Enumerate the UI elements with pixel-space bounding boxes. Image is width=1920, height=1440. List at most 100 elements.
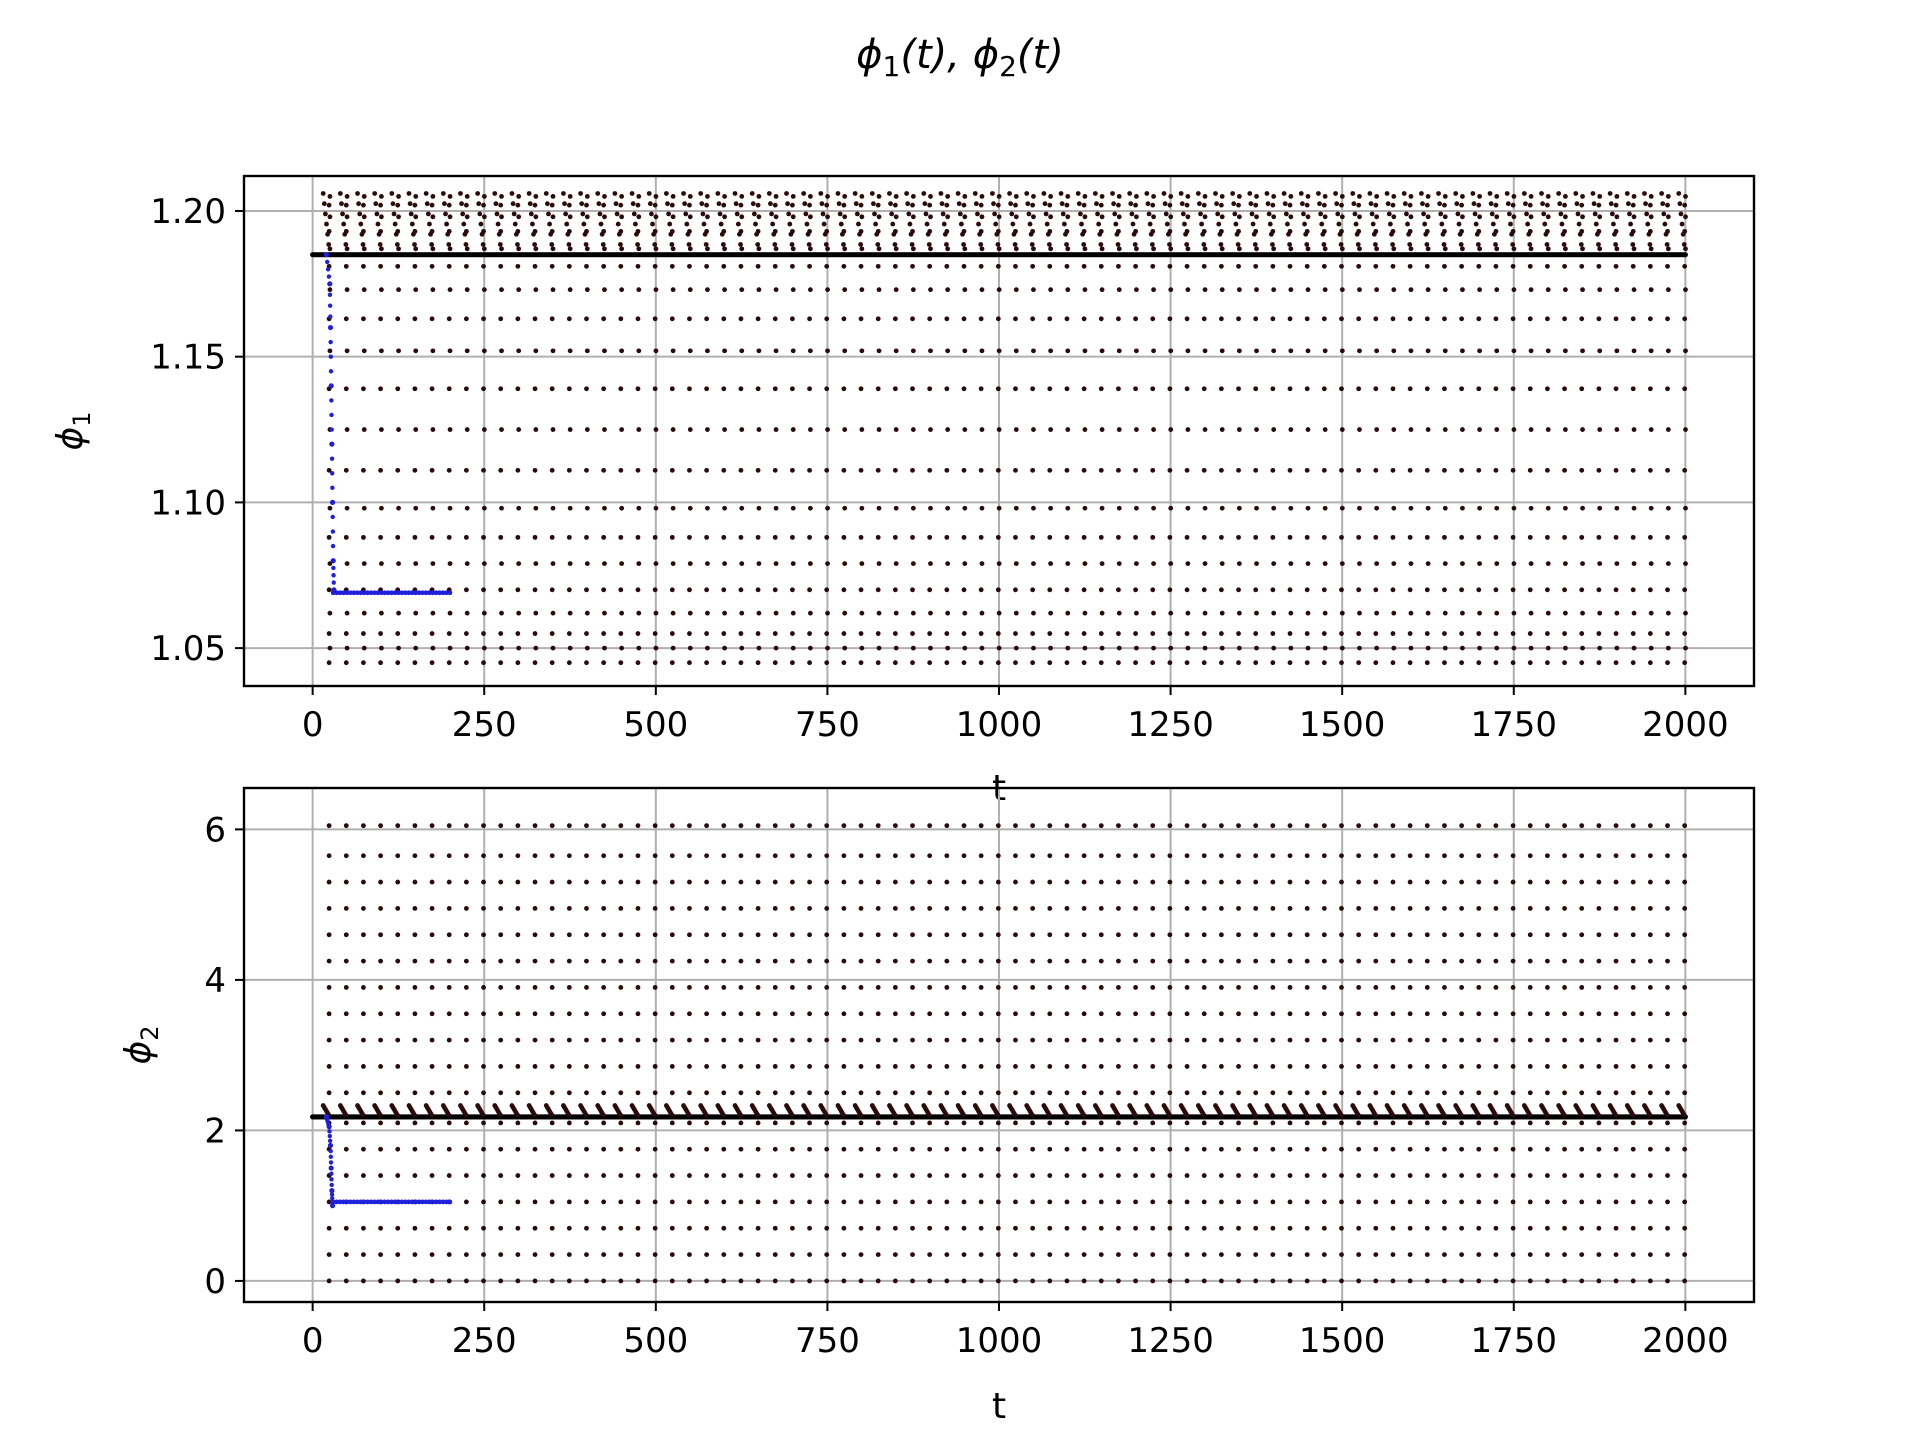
- data-point: [807, 194, 813, 199]
- data-point: [584, 386, 589, 392]
- data-point: [1683, 427, 1688, 432]
- data-point: [1098, 263, 1104, 269]
- data-point: [962, 194, 968, 199]
- data-point: [1150, 1090, 1156, 1096]
- data-point: [755, 1173, 761, 1178]
- data-point: [464, 427, 470, 432]
- data-point: [1081, 1173, 1087, 1178]
- suptitle-phi1: ϕ: [856, 32, 882, 78]
- data-point: [687, 202, 692, 208]
- data-point: [361, 246, 367, 252]
- data-point: [378, 823, 383, 829]
- data-point: [1322, 246, 1328, 252]
- data-point: [378, 202, 383, 208]
- data-point: [875, 985, 881, 990]
- data-point: [516, 287, 522, 293]
- data-point: [1030, 1225, 1036, 1231]
- data-point: [1114, 231, 1120, 237]
- data-point: [961, 823, 967, 829]
- data-point: [566, 202, 572, 208]
- data-point: [1042, 201, 1048, 207]
- data-point: [406, 1103, 412, 1108]
- data-point: [1113, 221, 1119, 227]
- data-point: [1081, 853, 1087, 859]
- data-point: [1425, 348, 1431, 354]
- data-point: [807, 1173, 812, 1178]
- data-point: [1030, 1037, 1036, 1043]
- data-point: [875, 386, 881, 392]
- data-point: [618, 587, 624, 593]
- data-point: [549, 1173, 555, 1178]
- data-point: [1218, 386, 1224, 392]
- data-point: [1116, 610, 1122, 616]
- data-point: [1287, 587, 1293, 593]
- data-point: [1116, 1064, 1121, 1069]
- data-point: [722, 348, 727, 354]
- data-point: [1631, 287, 1637, 293]
- data-point: [1150, 853, 1156, 859]
- data-point: [1185, 610, 1191, 616]
- data-point: [378, 906, 383, 911]
- data-point: [807, 1064, 812, 1069]
- data-point: [972, 1103, 978, 1108]
- data-point: [1024, 1103, 1030, 1108]
- data-point: [1339, 534, 1344, 540]
- data-point: [739, 246, 745, 252]
- data-point: [1010, 221, 1016, 227]
- x-tick-label: 250: [452, 705, 517, 745]
- data-point: [1148, 231, 1154, 237]
- transient-point: [420, 590, 425, 596]
- data-point: [1065, 194, 1071, 199]
- data-point: [584, 985, 589, 990]
- data-point: [927, 1225, 933, 1231]
- data-point: [601, 1037, 607, 1043]
- data-point: [652, 958, 658, 964]
- data-point: [922, 201, 928, 207]
- data-point: [978, 1011, 984, 1017]
- data-point: [772, 906, 778, 911]
- data-point: [1630, 316, 1636, 322]
- data-point: [927, 1252, 933, 1257]
- data-point: [430, 246, 436, 252]
- data-point: [892, 1252, 898, 1257]
- data-point: [1133, 1225, 1138, 1231]
- data-point: [704, 386, 710, 392]
- data-point: [1648, 610, 1654, 616]
- y-axis-label: ϕ1: [50, 411, 96, 450]
- data-point: [1339, 287, 1345, 293]
- data-point: [1044, 221, 1050, 227]
- data-point: [927, 263, 933, 269]
- data-point: [1683, 610, 1688, 616]
- data-point: [498, 1199, 504, 1205]
- data-point: [944, 985, 950, 990]
- data-point: [601, 1199, 607, 1205]
- data-point: [1374, 348, 1380, 354]
- data-point: [1356, 467, 1362, 473]
- data-point: [532, 985, 538, 990]
- data-point: [481, 386, 486, 392]
- data-point: [1562, 561, 1568, 566]
- data-point: [344, 194, 350, 199]
- data-point: [1665, 587, 1670, 593]
- data-point: [1683, 561, 1688, 566]
- data-point: [961, 202, 967, 208]
- data-point: [584, 194, 590, 199]
- data-point: [857, 231, 862, 237]
- data-point: [1167, 1225, 1173, 1231]
- data-point: [856, 221, 861, 227]
- data-point: [722, 427, 727, 432]
- data-point: [413, 287, 419, 293]
- data-point: [938, 191, 944, 196]
- data-point: [790, 853, 795, 859]
- data-point: [755, 1090, 761, 1096]
- data-point: [1493, 534, 1499, 540]
- data-point: [446, 386, 452, 392]
- data-point: [790, 1146, 795, 1152]
- data-point: [344, 610, 350, 616]
- data-point: [910, 1225, 915, 1231]
- data-point: [647, 201, 653, 207]
- data-point: [1064, 985, 1070, 990]
- data-point: [498, 631, 504, 636]
- data-point: [1081, 1120, 1087, 1126]
